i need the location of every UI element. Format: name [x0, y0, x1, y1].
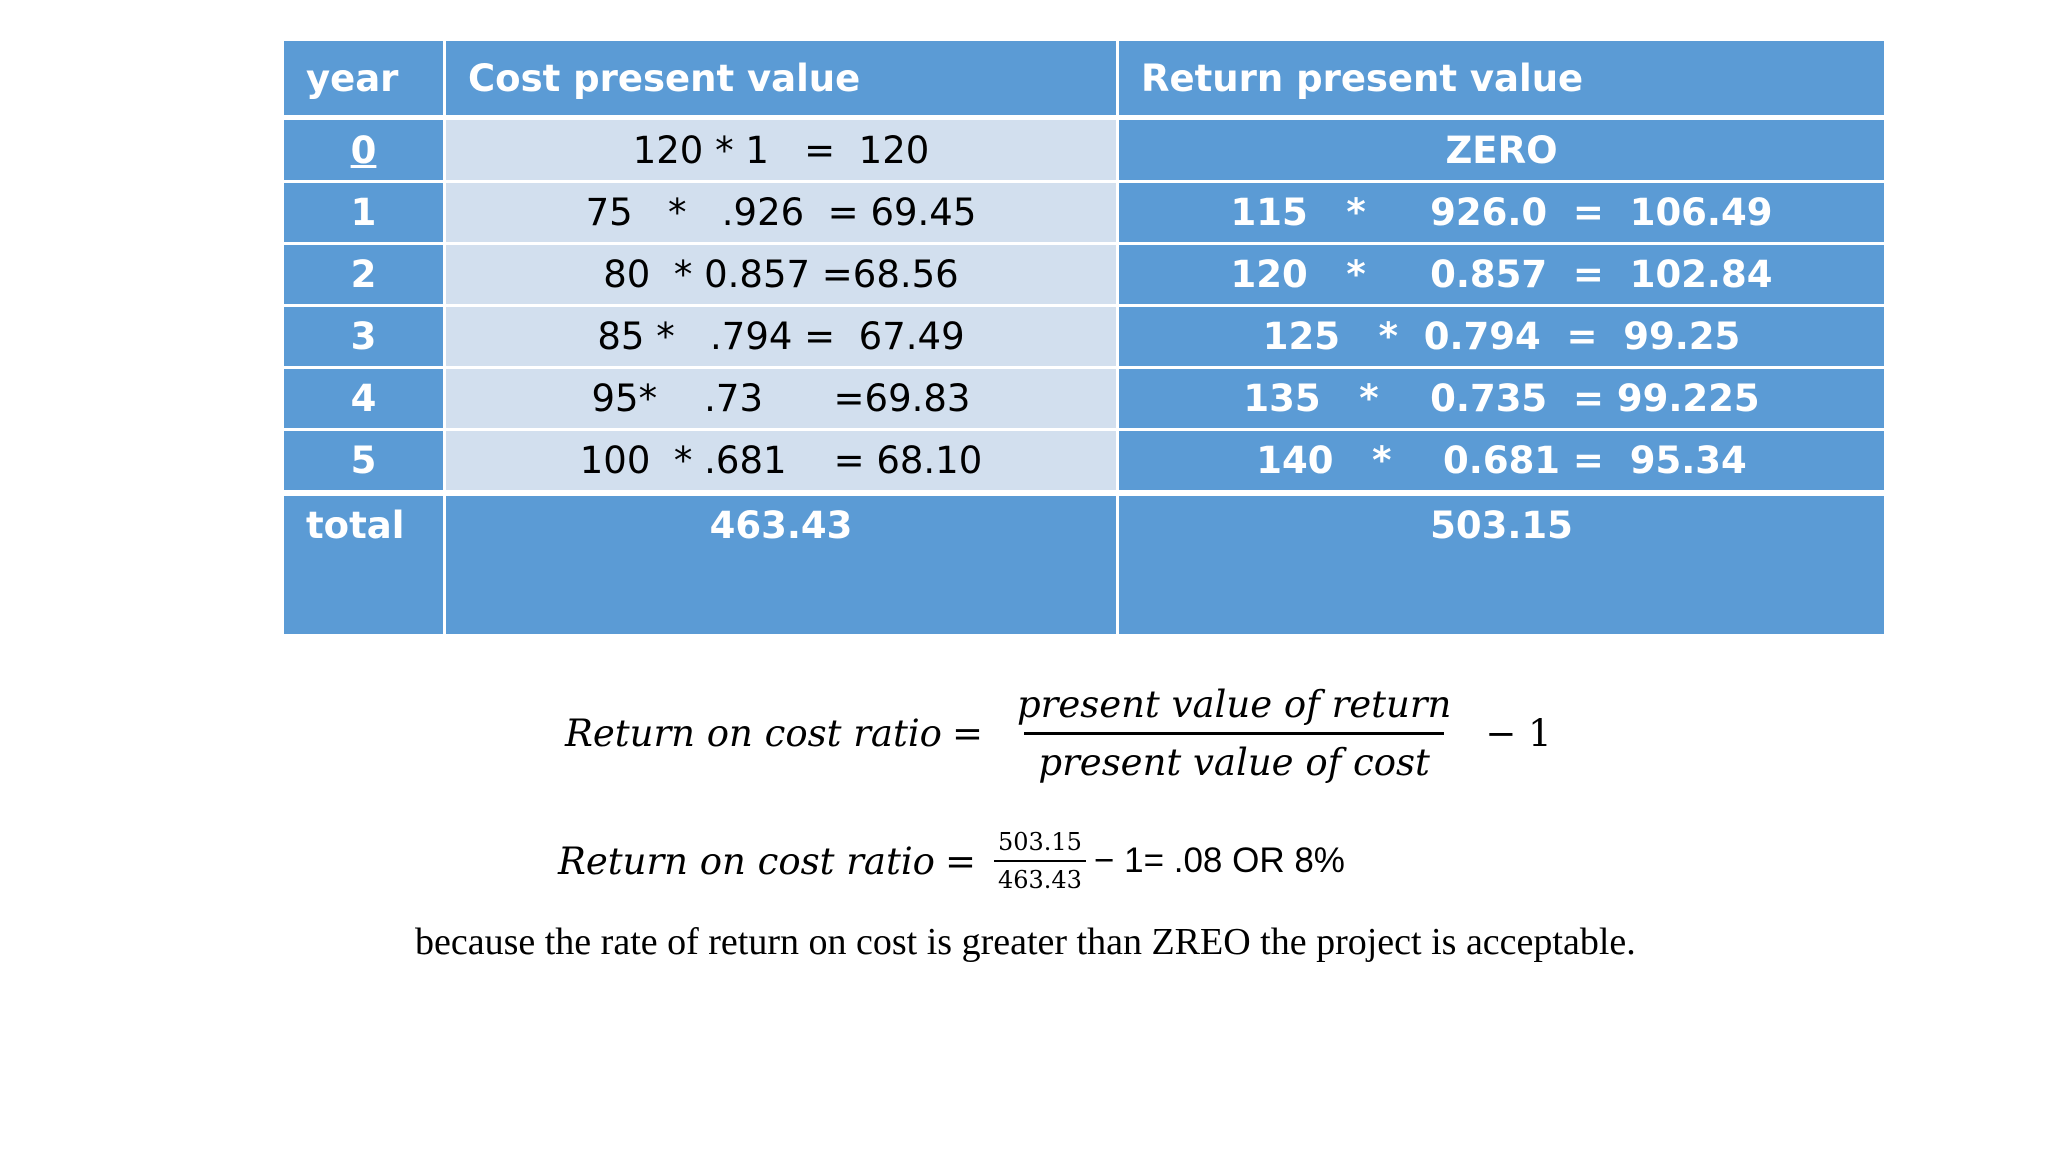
- calculation-result: − 1= .08 OR 8%: [1093, 841, 1345, 880]
- present-value-table: year Cost present value Return present v…: [284, 41, 1884, 634]
- fraction-denominator: 463.43: [993, 860, 1086, 894]
- fraction-denominator: present value of cost: [1024, 732, 1444, 784]
- conclusion-text: because the rate of return on cost is gr…: [415, 921, 1636, 963]
- table-row: 4 95* .73 =69.83 135 * 0.735 = 99.225: [284, 366, 1884, 428]
- formula-lhs: Return on cost ratio: [558, 839, 935, 883]
- total-return: 503.15: [1116, 490, 1884, 634]
- fraction-numerator: 503.15: [997, 828, 1082, 856]
- year-cell: 2: [284, 242, 443, 304]
- cost-cell: 95* .73 =69.83: [443, 366, 1116, 428]
- cost-cell: 80 * 0.857 =68.56: [443, 242, 1116, 304]
- table-row: 1 75 * .926 = 69.45 115 * 926.0 = 106.49: [284, 180, 1884, 242]
- total-label: total: [284, 490, 443, 634]
- header-return-present-value: Return present value: [1116, 41, 1884, 115]
- year-cell: 4: [284, 366, 443, 428]
- return-cell: 135 * 0.735 = 99.225: [1116, 366, 1884, 428]
- cost-cell: 120 * 1 = 120: [443, 115, 1116, 180]
- formula-lhs: Return on cost ratio: [565, 712, 942, 755]
- year-cell: 1: [284, 180, 443, 242]
- table-row: 0 120 * 1 = 120 ZERO: [284, 115, 1884, 180]
- year-cell: 5: [284, 428, 443, 490]
- return-cell: 140 * 0.681 = 95.34: [1116, 428, 1884, 490]
- header-cost-present-value: Cost present value: [443, 41, 1116, 115]
- year-cell: 0: [284, 115, 443, 180]
- table-header-row: year Cost present value Return present v…: [284, 41, 1884, 115]
- ratio-calculation: Return on cost ratio = 503.15 463.43 − 1…: [558, 828, 1345, 894]
- cost-cell: 85 * .794 = 67.49: [443, 304, 1116, 366]
- header-year: year: [284, 41, 443, 115]
- total-cost: 463.43: [443, 490, 1116, 634]
- ratio-formula: Return on cost ratio = present value of …: [565, 683, 1562, 784]
- table-row: 3 85 * .794 = 67.49 125 * 0.794 = 99.25: [284, 304, 1884, 366]
- equals-sign: =: [944, 839, 976, 883]
- total-row: total 463.43 503.15: [284, 490, 1884, 634]
- cost-cell: 100 * .681 = 68.10: [443, 428, 1116, 490]
- return-cell: 115 * 926.0 = 106.49: [1116, 180, 1884, 242]
- minus-one: − 1: [1485, 712, 1552, 755]
- fraction-numerator: present value of return: [1016, 683, 1452, 726]
- return-cell: ZERO: [1116, 115, 1884, 180]
- year-value: 0: [350, 128, 377, 172]
- year-cell: 3: [284, 304, 443, 366]
- calculation-fraction: 503.15 463.43: [993, 828, 1086, 894]
- formula-fraction: present value of return present value of…: [1003, 683, 1465, 784]
- return-cell: 120 * 0.857 = 102.84: [1116, 242, 1884, 304]
- cost-cell: 75 * .926 = 69.45: [443, 180, 1116, 242]
- equals-sign: =: [951, 712, 983, 755]
- return-cell: 125 * 0.794 = 99.25: [1116, 304, 1884, 366]
- table-row: 5 100 * .681 = 68.10 140 * 0.681 = 95.34: [284, 428, 1884, 490]
- table-row: 2 80 * 0.857 =68.56 120 * 0.857 = 102.84: [284, 242, 1884, 304]
